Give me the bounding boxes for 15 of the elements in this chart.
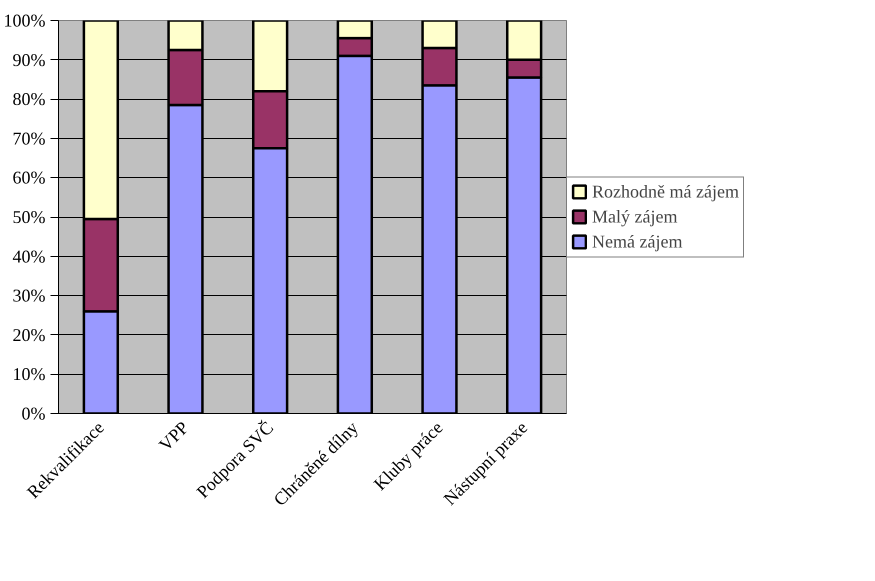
legend-label: Nemá zájem (592, 231, 682, 252)
y-tick-label: 80% (12, 89, 46, 110)
y-tick-label: 30% (12, 286, 46, 306)
y-tick-label: 70% (12, 128, 46, 148)
y-tick-label: 40% (12, 246, 46, 266)
y-tick-label: 60% (12, 168, 46, 188)
y-tick-label: 0% (22, 404, 46, 424)
y-tick-label: 100% (4, 10, 46, 30)
y-tick-label: 20% (12, 324, 46, 345)
y-tick-label: 10% (12, 364, 46, 384)
y-tick-label: 90% (12, 50, 46, 70)
legend-label: Malý zájem (592, 206, 678, 227)
x-tick-label: VPP (155, 417, 193, 455)
legend-label: Rozhodně má zájem (592, 181, 739, 202)
y-tick-label: 50% (12, 207, 46, 227)
